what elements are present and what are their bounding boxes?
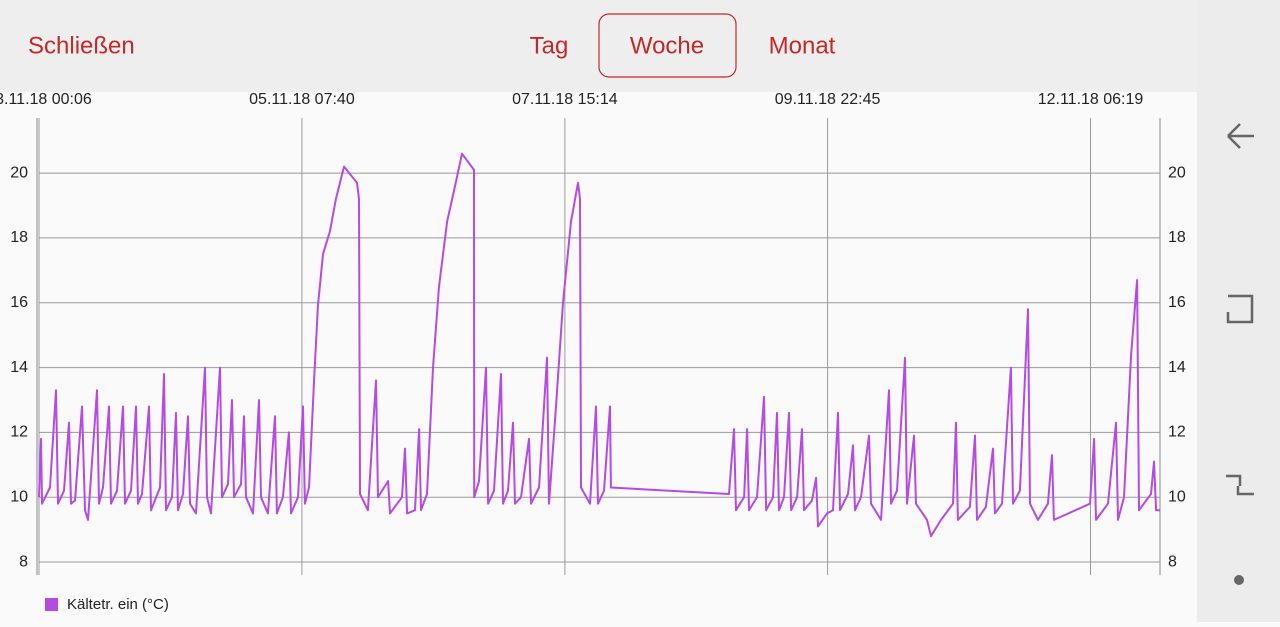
nav-icons <box>1226 123 1254 496</box>
y2-tick-label: 14 <box>1168 359 1186 376</box>
y2-tick-label: 12 <box>1168 424 1186 441</box>
nav-bar <box>1197 0 1280 622</box>
y-tick-label: 10 <box>10 488 28 505</box>
data-line <box>38 152 1160 538</box>
y-tick-label: 12 <box>10 424 28 441</box>
nav-dot[interactable] <box>1234 575 1244 585</box>
y-tick-label: 18 <box>10 229 28 246</box>
x-tick-label: 07.11.18 15:14 <box>512 91 618 108</box>
y2-tick-label: 10 <box>1168 488 1186 505</box>
chart: 8 8 10 10 12 12 14 14 16 16 18 18 20 20 03.11.18 00:06… <box>0 91 1186 613</box>
tab[interactable]: Woche <box>630 32 704 59</box>
y-tick-label: 20 <box>10 164 28 181</box>
x-tick-label: 03.11.18 00:06 <box>0 91 92 108</box>
y2-tick-label: 8 <box>1168 553 1177 570</box>
tab[interactable]: Tag <box>530 32 569 59</box>
x-tick-label: 05.11.18 07:40 <box>249 91 355 108</box>
tab[interactable]: Monat <box>769 32 836 59</box>
home-icon[interactable] <box>1226 474 1254 496</box>
y-tick-label: 8 <box>19 553 28 570</box>
close-button[interactable]: Schließen <box>28 32 135 59</box>
y2-tick-label: 16 <box>1168 294 1186 311</box>
legend-label: Kältetr. ein (°C) <box>67 596 169 613</box>
back-icon[interactable] <box>1227 123 1254 149</box>
recents-icon[interactable] <box>1226 294 1254 324</box>
y-tick-label: 14 <box>10 359 28 376</box>
x-tick-label: 09.11.18 22:45 <box>775 91 881 108</box>
y2-tick-label: 20 <box>1168 164 1186 181</box>
y-tick-label: 16 <box>10 294 28 311</box>
legend-swatch <box>45 598 58 611</box>
y2-tick-label: 18 <box>1168 229 1186 246</box>
selected-tab-frame[interactable] <box>598 13 737 78</box>
x-tick-label: 12.11.18 06:19 <box>1038 91 1144 108</box>
